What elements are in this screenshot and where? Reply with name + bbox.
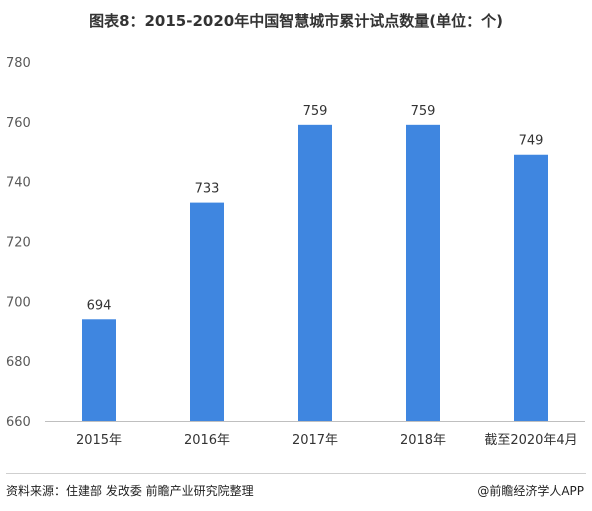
chart-title: 图表8：2015-2020年中国智慧城市累计试点数量(单位：个) [89,12,503,30]
bars-group [82,124,548,421]
category-label: 2015年 [76,433,122,448]
category-labels-group: 2015年 2016年 2017年 2018年 截至2020年4月 [76,433,578,448]
y-tick-label: 760 [6,116,31,131]
bar [514,154,548,421]
y-tick-label: 720 [6,236,31,251]
bar [190,202,224,421]
bar [406,124,440,421]
category-label: 截至2020年4月 [484,433,577,448]
y-tick-label: 700 [6,295,31,310]
y-tick-label: 780 [6,56,31,71]
source-note: 资料来源：住建部 发改委 前瞻产业研究院整理 [6,484,254,498]
data-label: 759 [411,104,436,119]
data-labels-group: 694 733 759 759 749 [87,104,544,313]
y-tick-label: 660 [6,415,31,430]
bar [82,319,116,421]
y-tick-label: 680 [6,355,31,370]
data-label: 694 [87,298,112,313]
y-tick-label: 740 [6,176,31,191]
footer-divider [6,473,586,474]
data-label: 749 [519,134,544,149]
y-axis-ticks: 660 680 700 720 740 760 780 [6,56,31,430]
category-label: 2018年 [400,433,446,448]
data-label: 733 [195,182,220,197]
category-label: 2017年 [292,433,338,448]
bar-chart: 660 680 700 720 740 760 780 694 733 759 759 749 20… [6,56,585,448]
watermark-text: @前瞻经济学人APP [477,484,584,498]
category-label: 2016年 [184,433,230,448]
data-label: 759 [303,104,328,119]
bar [298,124,332,421]
